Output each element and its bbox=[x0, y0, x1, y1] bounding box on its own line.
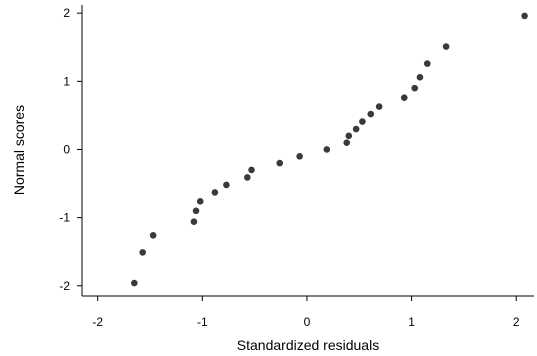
x-tick-label: -2 bbox=[92, 315, 103, 329]
data-points bbox=[131, 12, 528, 287]
x-tick-label: 2 bbox=[513, 315, 520, 329]
data-point bbox=[411, 84, 419, 92]
data-point bbox=[131, 279, 138, 287]
data-point bbox=[190, 218, 198, 226]
data-point bbox=[375, 103, 383, 110]
data-point bbox=[442, 43, 450, 50]
data-point bbox=[400, 94, 408, 101]
data-point bbox=[244, 174, 251, 181]
x-tick-label: 0 bbox=[304, 315, 311, 329]
x-tick-label: 1 bbox=[408, 315, 415, 329]
y-tick-label: 0 bbox=[63, 142, 70, 156]
data-point bbox=[223, 181, 230, 189]
y-tick-label: -1 bbox=[59, 211, 70, 225]
data-point bbox=[211, 189, 219, 196]
data-point bbox=[423, 60, 431, 67]
data-point bbox=[139, 249, 146, 256]
y-tick-label: -2 bbox=[59, 279, 70, 293]
x-tick-label: -1 bbox=[197, 315, 208, 329]
x-axis-title: Standardized residuals bbox=[237, 337, 379, 353]
data-point bbox=[276, 159, 284, 167]
data-point bbox=[248, 166, 255, 174]
y-axis-title: Normal scores bbox=[11, 105, 27, 195]
data-point bbox=[521, 12, 528, 20]
data-point bbox=[359, 118, 366, 125]
y-tick-label: 1 bbox=[63, 74, 70, 88]
data-point bbox=[367, 110, 375, 118]
data-point bbox=[196, 197, 204, 205]
data-point bbox=[323, 146, 331, 153]
data-point bbox=[343, 139, 351, 146]
data-point bbox=[192, 207, 200, 215]
y-tick-label: 2 bbox=[63, 6, 70, 20]
x-axis-ticks: -2 -1 0 1 2 bbox=[92, 296, 520, 329]
data-point bbox=[352, 125, 360, 133]
data-point bbox=[345, 132, 353, 140]
data-point bbox=[296, 152, 303, 160]
y-axis-ticks: -2 -1 0 1 2 bbox=[59, 6, 82, 293]
data-point bbox=[149, 232, 157, 239]
data-point bbox=[416, 73, 424, 81]
